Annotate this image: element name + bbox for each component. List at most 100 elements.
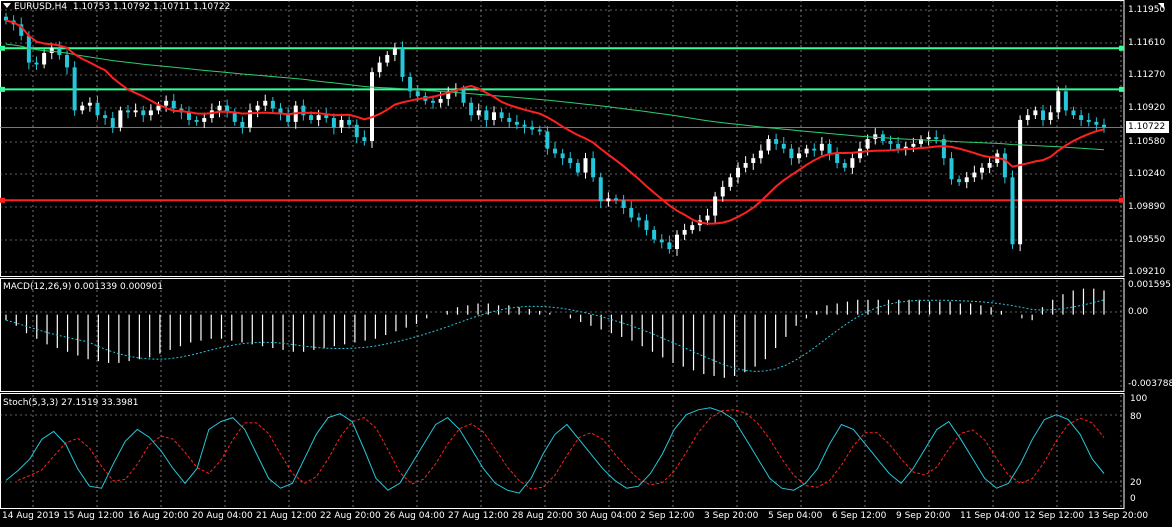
candle-body — [1025, 115, 1030, 120]
corner-arrow-icon[interactable] — [1158, 3, 1164, 9]
price-label: 1.11270 — [1128, 70, 1166, 80]
candle-body — [728, 177, 733, 187]
candle-body — [301, 105, 306, 116]
candle-body — [484, 110, 489, 120]
candle-body — [1079, 115, 1084, 120]
candle-body — [797, 153, 801, 159]
candle-body — [1010, 177, 1015, 245]
candle-body — [110, 118, 115, 128]
candle-body — [713, 196, 718, 216]
candle-body — [598, 177, 603, 202]
candle-body — [209, 110, 214, 119]
candle-body — [225, 105, 230, 113]
candle-body — [888, 141, 893, 144]
candle-body — [309, 115, 313, 120]
candle-body — [324, 115, 329, 119]
stoch-axis-label: 20 — [1130, 478, 1142, 488]
candle-body — [926, 137, 931, 140]
candle-body — [202, 118, 207, 122]
candle-body — [1033, 110, 1038, 116]
candle-body — [957, 179, 962, 183]
candle-body — [987, 162, 992, 168]
symbol-timeframe: EURUSD,H4 — [14, 2, 68, 12]
candle-body — [606, 198, 611, 202]
candle-body — [1041, 110, 1045, 120]
price-label: 1.11610 — [1128, 38, 1166, 48]
price-label: 1.10240 — [1128, 169, 1166, 179]
candle-body — [522, 124, 527, 127]
time-label: 22 Aug 20:00 — [320, 511, 381, 521]
candle-body — [1094, 121, 1099, 125]
candle-body — [316, 115, 321, 120]
candle-body — [514, 121, 519, 125]
candle-body — [431, 100, 435, 103]
candle-body — [575, 162, 580, 173]
time-label: 3 Sep 20:00 — [704, 511, 759, 521]
candle-body — [187, 112, 191, 120]
candle-body — [133, 110, 138, 113]
candle-body — [903, 146, 908, 149]
candle-body — [255, 105, 260, 111]
price-label: 1.10920 — [1128, 103, 1166, 113]
candle-body — [553, 148, 557, 154]
candle-body — [812, 148, 817, 151]
candle-body — [385, 54, 390, 63]
candle-body — [42, 53, 47, 65]
candle-body — [667, 242, 672, 250]
candle-body — [370, 72, 374, 141]
level-handle — [0, 45, 5, 51]
stoch-signal-line — [17, 409, 1105, 490]
stoch-header: Stoch(5,3,3) 27.1519 33.3981 — [3, 398, 139, 408]
ma-fast-line — [5, 19, 1105, 225]
candle-body — [278, 108, 283, 115]
macd-axis-label: -0.003788 — [1128, 379, 1172, 389]
time-label: 15 Aug 12:00 — [63, 511, 124, 521]
candle-body — [835, 153, 840, 163]
candle-body — [736, 167, 740, 178]
candle-body — [217, 105, 222, 111]
candle-body — [804, 148, 809, 154]
candle-body — [469, 102, 474, 116]
candle-body — [1002, 153, 1007, 178]
candle-body — [819, 143, 824, 151]
candle-body — [537, 129, 542, 132]
candle-body — [980, 167, 984, 173]
triangle-down-icon[interactable] — [3, 3, 11, 8]
candle-body — [865, 139, 870, 149]
candle-body — [87, 102, 92, 106]
time-label: 30 Aug 04:00 — [576, 511, 637, 521]
macd-axis-label: 0.00 — [1128, 307, 1149, 317]
time-label: 6 Sep 12:00 — [832, 511, 887, 521]
candle-body — [530, 126, 535, 130]
candle-body — [1102, 124, 1106, 128]
candle-body — [1018, 119, 1023, 245]
candle-body — [126, 110, 130, 113]
candle-body — [492, 112, 496, 120]
candle-body — [49, 48, 54, 54]
candle-body — [4, 16, 8, 21]
macd-axis-label: 0.001595 — [1128, 280, 1171, 290]
candle-body — [896, 143, 901, 149]
time-label: 28 Aug 20:00 — [512, 511, 573, 521]
candle-body — [331, 118, 336, 128]
candle-body — [232, 112, 237, 122]
candle-body — [919, 139, 923, 144]
candle-body — [499, 112, 504, 119]
price-label: 1.11950 — [1128, 5, 1166, 15]
candle-body — [164, 100, 169, 106]
candle-body — [156, 105, 161, 111]
candle-body — [682, 229, 687, 235]
candle-body — [377, 62, 382, 73]
time-label: 2 Sep 12:00 — [640, 511, 695, 521]
candle-body — [781, 143, 786, 149]
candle-body — [941, 139, 946, 159]
candle-body — [705, 215, 710, 221]
level-handle — [1119, 45, 1124, 51]
candle-body — [392, 48, 397, 55]
price-label: 1.10580 — [1128, 137, 1166, 147]
current-price-tag: 1.10722 — [1126, 121, 1169, 133]
price-label: 1.09210 — [1128, 267, 1166, 277]
candle-body — [743, 162, 748, 168]
candle-body — [911, 143, 916, 147]
